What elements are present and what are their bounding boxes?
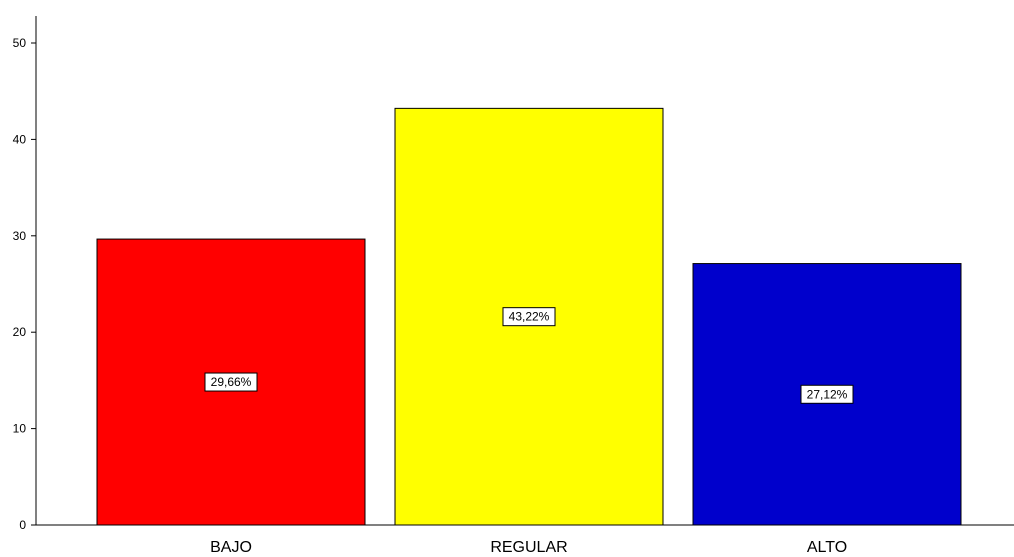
data-label-box [502, 307, 556, 327]
x-category-label: REGULAR [490, 539, 567, 556]
y-tick-label: 40 [13, 132, 27, 146]
y-tick-label: 20 [13, 325, 27, 339]
x-labels: BAJO REGULAR ALTO [210, 539, 847, 556]
data-label: 27,12% [807, 387, 848, 401]
y-ticks: 0 10 20 30 40 50 [13, 36, 36, 532]
data-label-box [800, 384, 854, 404]
y-tick-label: 10 [13, 422, 27, 436]
data-label: 29,66% [211, 375, 252, 389]
y-tick-label: 50 [13, 36, 27, 50]
x-category-label: BAJO [210, 539, 252, 556]
data-label-box [204, 372, 258, 392]
y-tick-label: 30 [13, 229, 27, 243]
y-tick-label: 0 [19, 518, 26, 532]
bars: 29,66% 43,22% 27,12% [96, 107, 962, 526]
x-category-label: ALTO [807, 539, 847, 556]
data-label: 43,22% [509, 310, 550, 324]
